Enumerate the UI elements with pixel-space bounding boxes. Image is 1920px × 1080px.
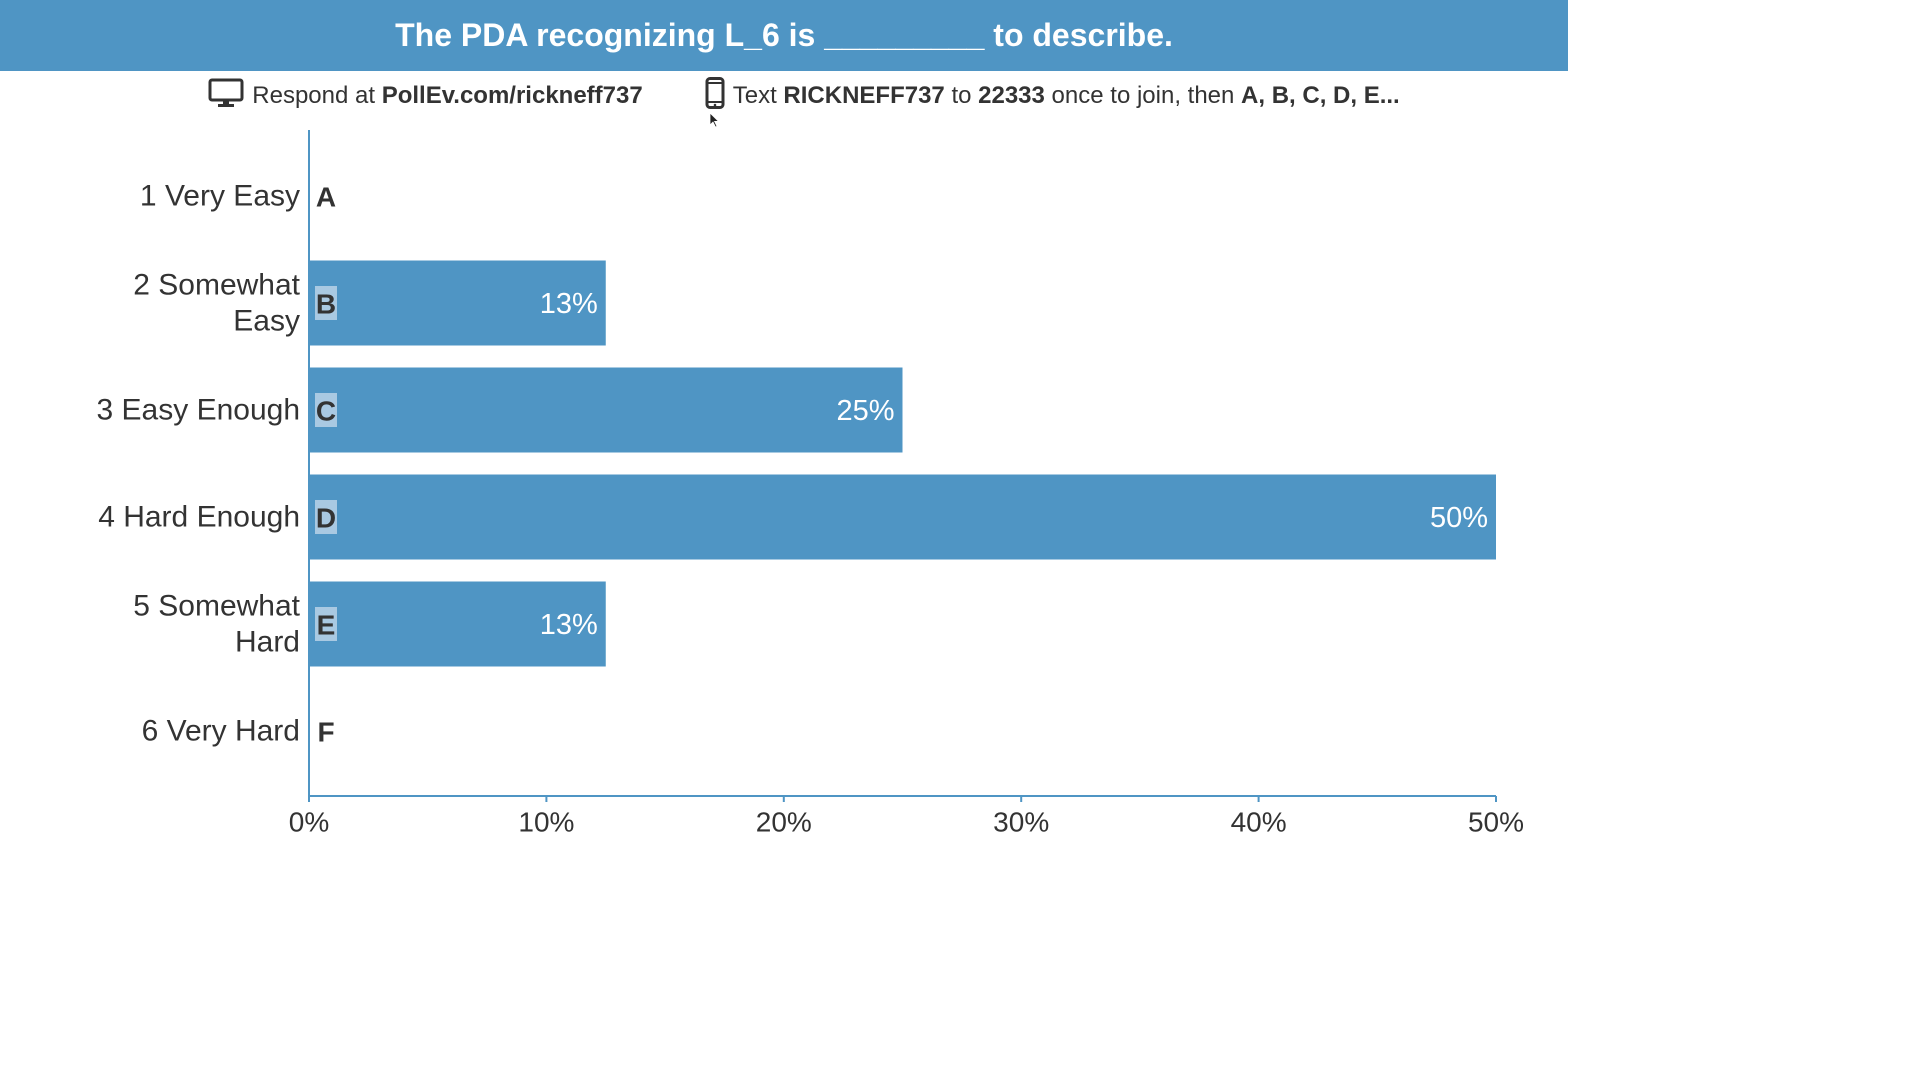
- option-letter-d: D: [316, 503, 336, 534]
- x-tick-label: 50%: [1468, 807, 1524, 838]
- x-tick-label: 20%: [756, 807, 812, 838]
- response-instructions: Respond at PollEv.com/rickneff737 Text R…: [0, 76, 1568, 116]
- option-letter-f: F: [317, 717, 334, 748]
- letter-badge-e: [315, 607, 337, 641]
- to-text: to: [944, 82, 979, 109]
- category-label-b-line-2: Easy: [233, 305, 300, 338]
- sms-keyword: RICKNEFF737: [783, 82, 945, 109]
- option-letter-a: A: [316, 182, 336, 213]
- mobile-phone-icon: [665, 49, 725, 144]
- option-letter-b: B: [316, 289, 336, 320]
- letter-badge-c: [315, 393, 337, 427]
- mouse-cursor-icon: [709, 112, 720, 128]
- value-label-d: 50%: [1430, 502, 1488, 534]
- poll-url-link[interactable]: PollEv.com/rickneff737: [381, 82, 643, 109]
- value-label-e: 13%: [540, 609, 598, 641]
- poll-question-title: The PDA recognizing L_6 is _________ to …: [395, 17, 1173, 53]
- join-text: once to join, then: [1044, 82, 1242, 109]
- answer-options: A, B, C, D, E...: [1241, 82, 1400, 109]
- value-label-b: 13%: [540, 288, 598, 320]
- option-letter-e: E: [317, 610, 336, 641]
- bar-d: [309, 474, 1496, 560]
- text-prefix: Text: [732, 82, 784, 109]
- x-tick-label: 0%: [289, 807, 329, 838]
- category-label-a: 1 Very Easy: [140, 180, 300, 213]
- x-tick-label: 40%: [1231, 807, 1287, 838]
- category-label-d: 4 Hard Enough: [98, 501, 300, 534]
- category-label-e-line-2: Hard: [235, 626, 300, 659]
- value-label-c: 25%: [836, 395, 894, 427]
- desktop-monitor-icon: [168, 50, 244, 143]
- x-tick-label: 10%: [518, 807, 574, 838]
- letter-badge-d: [315, 500, 337, 534]
- title-bar: The PDA recognizing L_6 is _________ to …: [0, 0, 1568, 71]
- bar-e: [309, 581, 606, 667]
- letter-badge-b: [315, 286, 337, 320]
- bar-b: [309, 260, 606, 346]
- respond-prefix: Respond at: [252, 82, 382, 109]
- bar-c: [309, 367, 903, 453]
- poll-results-page: The PDA recognizing L_6 is _________ to …: [0, 0, 1568, 838]
- x-tick-label: 30%: [993, 807, 1049, 838]
- sms-number: 22333: [978, 82, 1045, 109]
- category-label-e-line-1: 5 Somewhat: [133, 590, 300, 623]
- option-letter-c: C: [316, 396, 336, 427]
- category-label-b-line-1: 2 Somewhat: [133, 269, 300, 302]
- category-label-c: 3 Easy Enough: [97, 394, 300, 427]
- category-label-f: 6 Very Hard: [142, 715, 300, 748]
